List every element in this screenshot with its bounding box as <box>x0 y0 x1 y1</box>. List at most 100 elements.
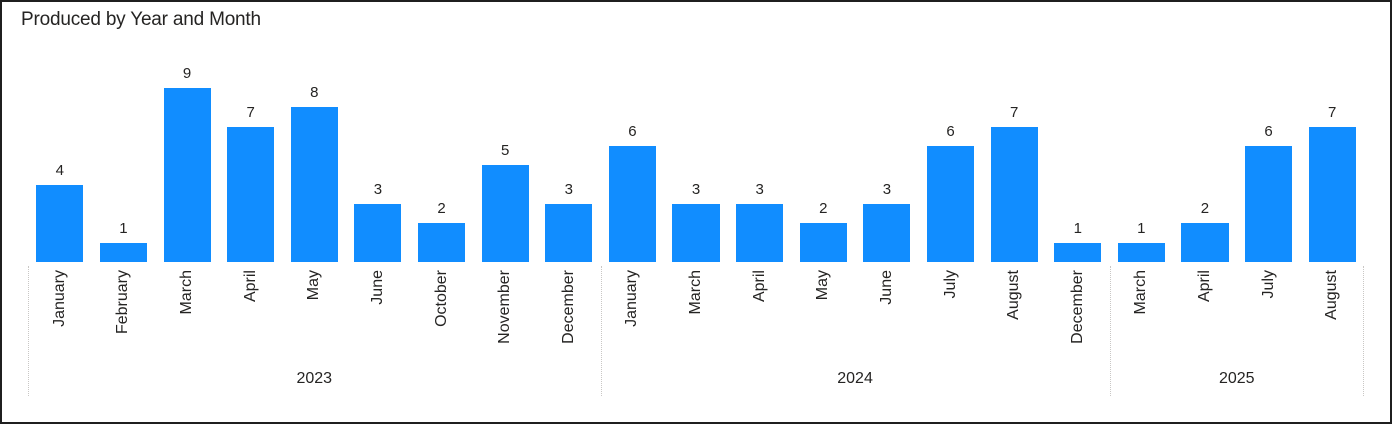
year-group-2023: 4 1 9 7 8 3 2 5 3 January February March April May Jun… <box>28 46 601 396</box>
bar-2024-january[interactable] <box>608 146 656 262</box>
month-label-slot: May <box>283 270 347 362</box>
group-separator <box>1109 266 1111 396</box>
bar-2023-april[interactable] <box>227 127 275 262</box>
month-axis-label: December <box>559 270 577 344</box>
bar-2025-march[interactable] <box>1117 243 1165 262</box>
month-axis-label: June <box>877 270 895 305</box>
month-axis-label: December <box>1068 270 1086 344</box>
bar-2024-august[interactable] <box>990 127 1038 262</box>
bars-row: 4 1 9 7 8 3 2 5 3 <box>28 46 601 262</box>
bar-slot: 3 <box>537 182 601 262</box>
bar-slot: 3 <box>664 182 728 262</box>
month-label-slot: December <box>537 270 601 362</box>
month-axis-label: August <box>1005 270 1023 320</box>
bar-slot: 2 <box>1173 201 1237 262</box>
bar-value-label: 8 <box>310 84 319 101</box>
bar-2024-march[interactable] <box>672 204 720 262</box>
bar-2023-february[interactable] <box>99 243 147 262</box>
month-axis-label: November <box>496 270 514 344</box>
bar-2024-december[interactable] <box>1054 243 1102 262</box>
month-axis-label: July <box>1259 270 1277 299</box>
group-separator <box>28 266 29 396</box>
year-axis-label: 2025 <box>1218 370 1255 387</box>
bar-2023-october[interactable] <box>418 223 466 262</box>
month-axis-label: March <box>1132 270 1150 315</box>
bar-slot: 8 <box>283 85 347 262</box>
bar-value-label: 6 <box>628 123 637 140</box>
bar-value-label: 1 <box>1137 220 1146 237</box>
bar-2024-may[interactable] <box>799 223 847 262</box>
bar-value-label: 7 <box>1328 104 1337 121</box>
bar-2023-march[interactable] <box>163 88 211 262</box>
bar-2025-april[interactable] <box>1181 223 1229 262</box>
bar-2023-may[interactable] <box>290 107 338 262</box>
bar-value-label: 6 <box>1264 123 1273 140</box>
bar-2023-june[interactable] <box>354 204 402 262</box>
year-group-2025: 1 2 6 7 March April July August 2025 <box>1109 46 1364 396</box>
bar-2025-july[interactable] <box>1245 146 1293 262</box>
bar-value-label: 1 <box>1073 220 1082 237</box>
month-label-slot: October <box>410 270 474 362</box>
bar-value-label: 7 <box>1009 104 1019 121</box>
month-label-slot: March <box>155 270 219 362</box>
month-label-slot: April <box>219 270 283 362</box>
month-axis-label: August <box>1323 270 1341 320</box>
month-label-slot: April <box>1173 270 1237 362</box>
month-labels-row: January March April May June July August Decemb… <box>601 262 1110 362</box>
bar-slot: 3 <box>855 182 919 262</box>
bar-slot: 4 <box>28 163 92 262</box>
bar-2024-april[interactable] <box>736 204 784 262</box>
month-label-slot: August <box>1300 270 1364 362</box>
month-label-slot: July <box>919 270 983 362</box>
month-axis-label: March <box>178 270 196 315</box>
bar-2025-august[interactable] <box>1308 127 1356 262</box>
bar-slot: 6 <box>919 124 983 262</box>
bar-2023-november[interactable] <box>481 165 529 262</box>
bar-value-label: 2 <box>437 200 446 217</box>
month-label-slot: May <box>791 270 855 362</box>
bar-chart[interactable]: 4 1 9 7 8 3 2 5 3 January February March April May Jun… <box>28 46 1364 396</box>
bar-slot: 5 <box>473 143 537 262</box>
bar-value-label: 3 <box>564 181 573 198</box>
month-axis-label: March <box>687 270 705 315</box>
bar-value-label: 5 <box>501 142 510 159</box>
month-axis-label: April <box>750 270 768 303</box>
bar-value-label: 2 <box>819 200 828 217</box>
bar-value-label: 1 <box>119 220 128 237</box>
month-label-slot: January <box>601 270 665 362</box>
month-label-slot: March <box>1110 270 1174 362</box>
month-label-slot: July <box>1237 270 1301 362</box>
bar-value-label: 4 <box>55 162 64 179</box>
bar-2023-january[interactable] <box>36 185 84 262</box>
bar-value-label: 3 <box>373 181 383 198</box>
month-label-slot: March <box>664 270 728 362</box>
month-label-slot: June <box>855 270 919 362</box>
bar-slot: 9 <box>155 66 219 262</box>
month-label-slot: February <box>92 270 156 362</box>
bar-slot: 3 <box>728 182 792 262</box>
year-axis-label: 2023 <box>296 370 333 387</box>
month-axis-label: July <box>941 270 959 299</box>
month-label-slot: January <box>28 270 92 362</box>
month-axis-label: May <box>305 270 323 301</box>
bar-value-label: 3 <box>755 181 764 198</box>
bar-slot: 7 <box>982 105 1046 262</box>
group-separator <box>1363 266 1364 396</box>
bar-value-label: 9 <box>182 65 192 82</box>
month-label-slot: August <box>982 270 1046 362</box>
bar-2024-june[interactable] <box>863 204 911 262</box>
bar-2023-december[interactable] <box>545 204 593 262</box>
month-axis-label: April <box>1195 270 1213 303</box>
bar-2024-july[interactable] <box>926 146 975 262</box>
bar-slot: 1 <box>92 221 156 262</box>
month-label-slot: December <box>1046 270 1110 362</box>
month-axis-label: June <box>368 270 386 305</box>
group-separator <box>600 266 602 396</box>
month-axis-label: October <box>432 270 450 327</box>
year-group-2024: 6 3 3 2 3 6 7 1 January March April May June July Augu… <box>600 46 1110 396</box>
bars-row: 6 3 3 2 3 6 7 1 <box>601 46 1110 262</box>
month-label-slot: November <box>473 270 537 362</box>
bar-slot: 6 <box>1237 124 1301 262</box>
bar-value-label: 3 <box>691 181 701 198</box>
